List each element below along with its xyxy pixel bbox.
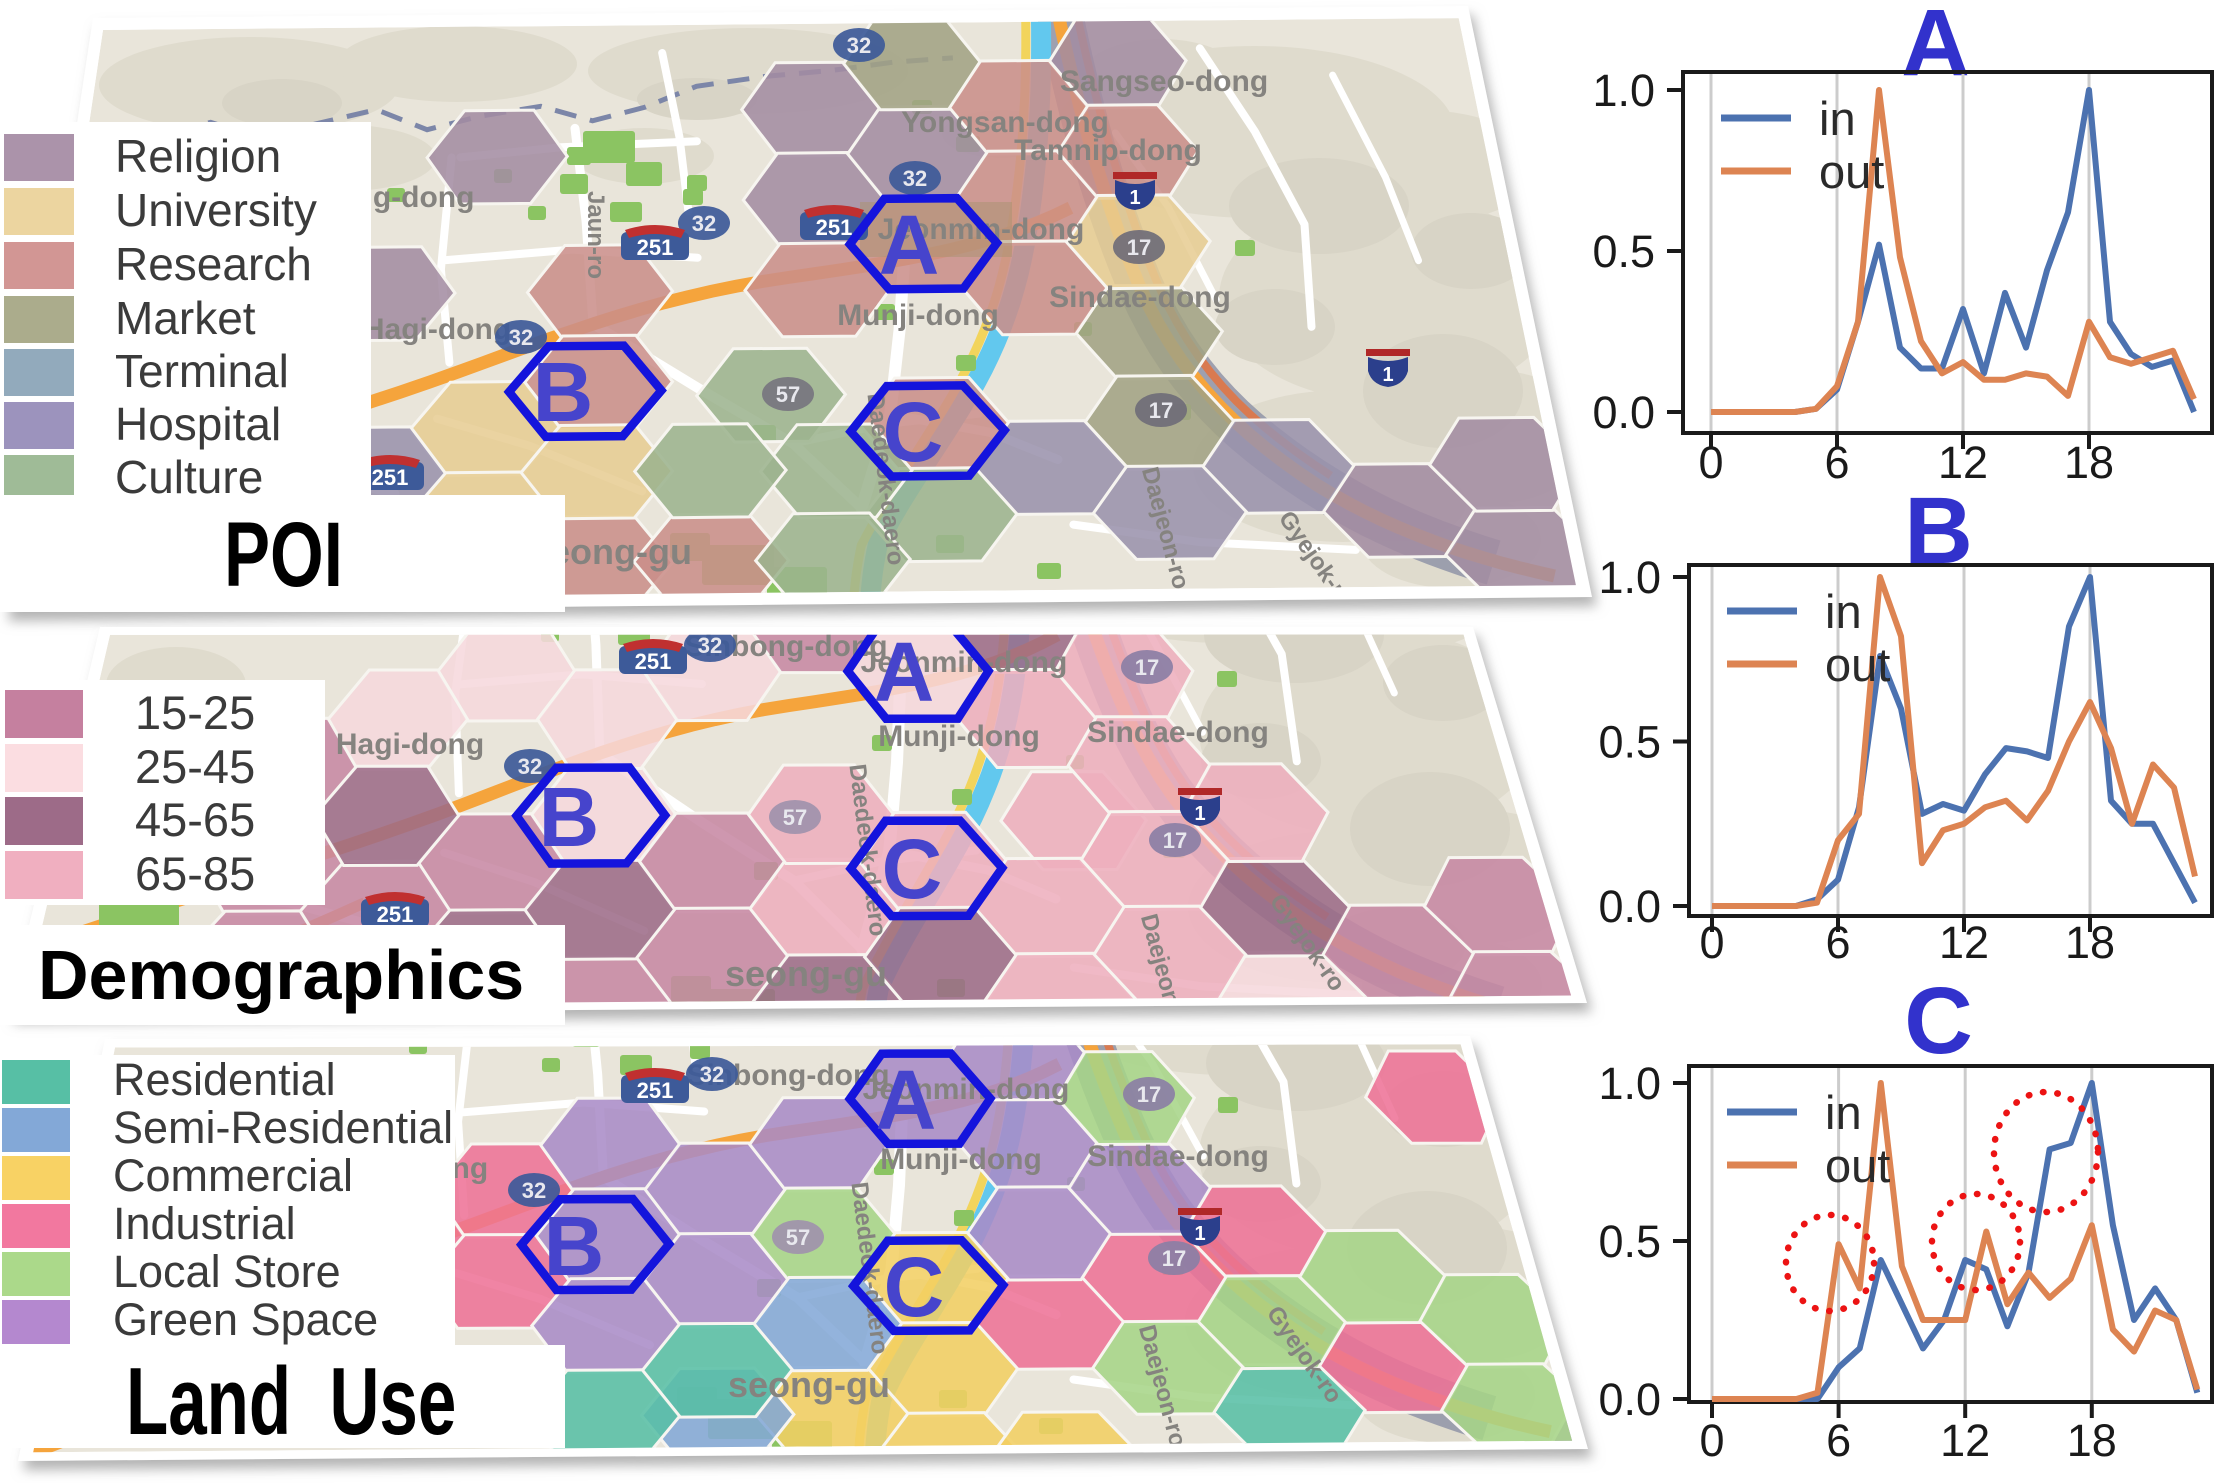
- svg-text:Jaun-ro: Jaun-ro: [582, 191, 609, 279]
- svg-text:seong-gu: seong-gu: [725, 953, 887, 994]
- svg-text:57: 57: [786, 1225, 810, 1250]
- svg-text:B: B: [539, 770, 600, 864]
- svg-text:C: C: [1904, 968, 1973, 1074]
- svg-text:Munji-dong: Munji-dong: [878, 720, 1040, 753]
- svg-text:out: out: [1819, 145, 1884, 198]
- svg-text:Sindae-dong: Sindae-dong: [1087, 716, 1269, 749]
- svg-text:Munji-dong: Munji-dong: [837, 299, 999, 332]
- svg-text:32: 32: [700, 1062, 724, 1087]
- svg-text:1.0: 1.0: [1598, 1058, 1661, 1109]
- svg-text:17: 17: [1162, 1246, 1186, 1271]
- svg-text:6: 6: [1825, 917, 1850, 968]
- svg-text:out: out: [1825, 638, 1890, 691]
- svg-text:17: 17: [1163, 828, 1187, 853]
- svg-text:0: 0: [1699, 1415, 1724, 1466]
- svg-text:251: 251: [637, 235, 674, 260]
- svg-text:Jeonmin-dong: Jeonmin-dong: [861, 646, 1068, 679]
- svg-text:32: 32: [522, 1178, 546, 1203]
- svg-text:57: 57: [783, 805, 807, 830]
- svg-text:0.0: 0.0: [1598, 1374, 1661, 1425]
- svg-text:251: 251: [635, 649, 672, 674]
- svg-text:B: B: [533, 345, 594, 439]
- svg-text:32: 32: [692, 211, 716, 236]
- svg-text:57: 57: [776, 382, 800, 407]
- svg-text:1: 1: [1194, 803, 1205, 825]
- svg-text:in: in: [1825, 1086, 1862, 1139]
- svg-text:18: 18: [2064, 437, 2114, 488]
- svg-text:C: C: [884, 1240, 945, 1334]
- svg-text:Tamnip-dong: Tamnip-dong: [1014, 134, 1202, 167]
- svg-text:17: 17: [1135, 655, 1159, 680]
- svg-text:0.0: 0.0: [1592, 387, 1655, 438]
- svg-text:A: A: [876, 1053, 937, 1147]
- svg-text:0: 0: [1698, 437, 1723, 488]
- svg-text:251: 251: [372, 465, 409, 490]
- svg-text:32: 32: [518, 754, 542, 779]
- svg-text:in: in: [1825, 585, 1862, 638]
- svg-text:0.0: 0.0: [1598, 881, 1661, 932]
- svg-text:out: out: [1825, 1139, 1890, 1192]
- svg-text:6: 6: [1826, 1415, 1851, 1466]
- svg-text:17: 17: [1127, 235, 1151, 260]
- svg-text:0: 0: [1699, 917, 1724, 968]
- svg-text:32: 32: [903, 166, 927, 191]
- svg-text:Jeonmin-dong: Jeonmin-dong: [863, 1073, 1070, 1106]
- svg-text:17: 17: [1137, 1082, 1161, 1107]
- svg-text:B: B: [1904, 488, 1973, 584]
- svg-text:0.5: 0.5: [1598, 717, 1661, 768]
- svg-text:B: B: [544, 1199, 605, 1293]
- svg-text:A: A: [1901, 0, 1970, 96]
- svg-text:in: in: [1819, 92, 1856, 145]
- svg-text:1: 1: [1382, 364, 1393, 386]
- svg-text:Hagi-dong: Hagi-dong: [363, 313, 511, 346]
- svg-text:Sindae-dong: Sindae-dong: [1087, 1140, 1269, 1173]
- svg-text:Sangseo-dong: Sangseo-dong: [1060, 65, 1268, 98]
- svg-text:Hagi-dong: Hagi-dong: [336, 728, 484, 761]
- svg-text:A: A: [879, 198, 940, 292]
- svg-text:1.0: 1.0: [1592, 65, 1655, 116]
- svg-text:32: 32: [847, 33, 871, 58]
- svg-text:0.5: 0.5: [1598, 1216, 1661, 1267]
- svg-text:0.5: 0.5: [1592, 226, 1655, 277]
- svg-text:C: C: [883, 385, 944, 479]
- svg-text:32: 32: [698, 633, 722, 658]
- svg-text:251: 251: [377, 902, 414, 927]
- svg-text:18: 18: [2067, 1415, 2117, 1466]
- svg-text:12: 12: [1938, 437, 1988, 488]
- svg-text:6: 6: [1824, 437, 1849, 488]
- svg-text:seong-gu: seong-gu: [728, 1364, 890, 1405]
- svg-text:C: C: [882, 822, 943, 916]
- svg-text:251: 251: [816, 215, 853, 240]
- svg-text:Yongsan-dong: Yongsan-dong: [901, 106, 1109, 139]
- svg-text:12: 12: [1940, 1415, 1990, 1466]
- svg-text:18: 18: [2065, 917, 2115, 968]
- svg-text:Munji-dong: Munji-dong: [880, 1143, 1042, 1176]
- svg-text:251: 251: [637, 1078, 674, 1103]
- svg-text:1.0: 1.0: [1598, 552, 1661, 603]
- svg-text:Sindae-dong: Sindae-dong: [1049, 281, 1231, 314]
- svg-text:A: A: [874, 625, 935, 719]
- svg-text:12: 12: [1939, 917, 1989, 968]
- svg-text:17: 17: [1149, 398, 1173, 423]
- svg-text:1: 1: [1129, 187, 1140, 209]
- svg-text:32: 32: [509, 325, 533, 350]
- svg-text:1: 1: [1194, 1223, 1205, 1245]
